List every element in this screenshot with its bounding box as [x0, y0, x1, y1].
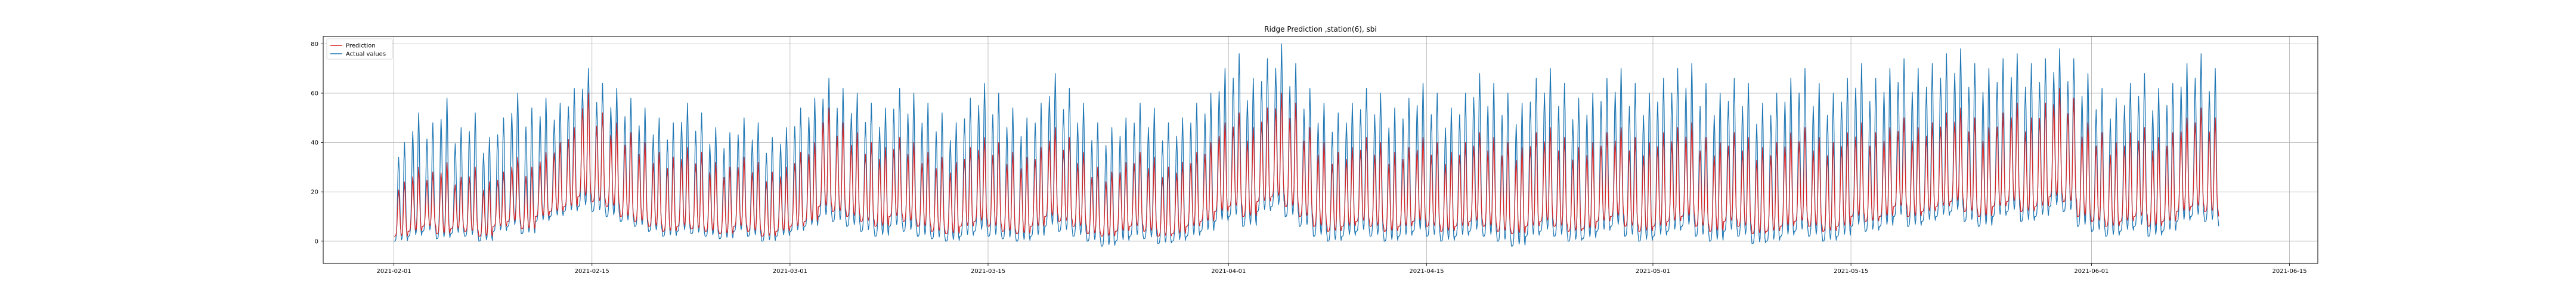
ticks: 2021-02-01 2021-02-15 2021-03-01 2021-03-15…	[311, 41, 2306, 275]
y-tick-label-3: 60	[311, 91, 318, 97]
legend-label-1: Actual values	[346, 51, 386, 58]
series-line-actual-values	[394, 43, 2219, 247]
y-tick-label-0: 0	[315, 238, 318, 245]
x-tick-label-3: 2021-03-15	[971, 268, 1005, 275]
chart-title: Ridge Prediction ,station(6), sbi	[1264, 25, 1376, 33]
x-tick-label-7: 2021-05-15	[1834, 268, 1868, 275]
series-line-prediction	[394, 88, 2219, 237]
x-tick-label-8: 2021-06-01	[2074, 268, 2109, 275]
legend-label-0: Prediction	[346, 43, 376, 50]
y-tick-label-1: 20	[311, 189, 318, 196]
legend-box	[326, 38, 393, 60]
x-tick-label-9: 2021-06-15	[2272, 268, 2306, 275]
x-tick-label-5: 2021-04-15	[1409, 268, 1444, 275]
x-tick-label-4: 2021-04-01	[1211, 268, 1246, 275]
x-tick-label-2: 2021-03-01	[773, 268, 807, 275]
x-tick-label-0: 2021-02-01	[377, 268, 411, 275]
plot-frame	[323, 36, 2318, 264]
x-tick-label-1: 2021-02-15	[575, 268, 609, 275]
y-tick-label-2: 40	[311, 140, 318, 146]
y-tick-label-4: 80	[311, 41, 318, 48]
x-tick-label-6: 2021-05-01	[1636, 268, 1670, 275]
grid	[323, 36, 2318, 263]
series-layer	[394, 43, 2219, 247]
